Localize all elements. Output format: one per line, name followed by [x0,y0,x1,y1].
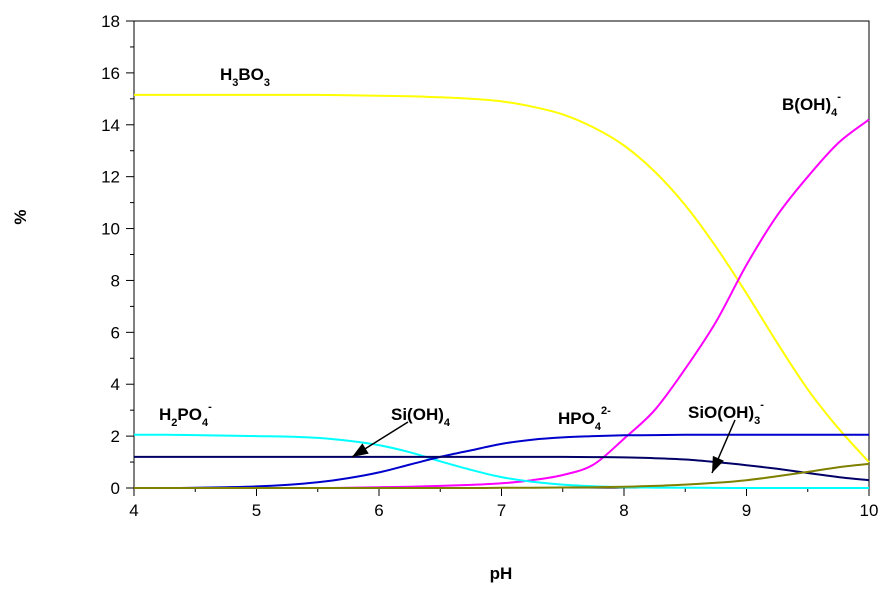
label-boh4-part: 4 [831,107,838,119]
label-h2po4-part: 2 [171,417,177,429]
label-sioh3-part: - [760,399,764,411]
label-sioh4: Si(OH)4 [391,405,451,429]
y-tick-label: 14 [101,116,120,135]
label-h3bo3-part: 3 [232,77,238,89]
annotation-arrows [351,419,736,474]
label-h2po4: H2PO4 - [159,401,212,429]
label-h3bo3-part: 3 [264,77,270,89]
y-tick-label: 16 [101,64,120,83]
y-tick-label: 18 [101,12,120,31]
series-line-h3bo3 [133,93,870,463]
y-tick-label: 8 [111,271,120,290]
x-tick-label: 10 [860,501,879,520]
label-boh4-part: - [837,91,841,103]
label-hpo4: HPO4 2- [558,405,611,433]
series-line-sioh3 [134,462,870,489]
y-tick-label: 2 [111,427,120,446]
x-tick-label: 9 [742,501,751,520]
x-tick-label: 7 [497,501,506,520]
label-h2po4-part: PO [177,405,202,424]
label-sioh4-part: 4 [444,417,451,429]
series-line-h2po4 [134,433,869,489]
label-hpo4-part: 2- [601,405,611,417]
y-tick-label: 0 [111,479,120,498]
series-line-hpo4 [134,433,869,489]
x-tick-label: 4 [129,501,138,520]
x-tick-label: 8 [619,501,628,520]
label-hpo4-part: 4 [595,421,602,433]
label-h2po4-part: 4 [202,417,209,429]
label-h3bo3-part: H [220,65,232,84]
y-tick-label: 12 [101,168,120,187]
label-boh4: B(OH)4 - [782,91,841,119]
label-sioh3-part: SiO(OH) [688,403,754,422]
series-line-sioh4 [134,455,870,482]
label-h3bo3: H3BO3 [220,65,270,89]
x-axis-title: pH [490,564,513,583]
label-hpo4-part: HPO [558,409,595,428]
label-sioh3: SiO(OH)3- [688,399,764,427]
series-line-boh4 [134,118,870,489]
x-tick-label: 6 [374,501,383,520]
label-h2po4-part: H [159,405,171,424]
label-h2po4-part: - [208,401,212,413]
y-tick-label: 10 [101,220,120,239]
arrowhead-sioh3 [712,455,724,473]
label-h3bo3-part: BO [238,65,264,84]
axis-tick-labels: 4 5 6 7 8 9 10 0 2 4 6 8 10 12 14 16 18 [101,12,878,520]
label-sioh3-part: 3 [754,415,760,427]
label-boh4-part: B(OH) [782,95,831,114]
x-tick-label: 5 [252,501,261,520]
y-axis-title: % [11,209,30,224]
y-tick-label: 6 [111,323,120,342]
arrowhead-sioh4 [352,443,369,457]
series-lines [133,93,870,489]
label-sioh4-part: Si(OH) [391,405,444,424]
y-tick-label: 4 [111,375,120,394]
